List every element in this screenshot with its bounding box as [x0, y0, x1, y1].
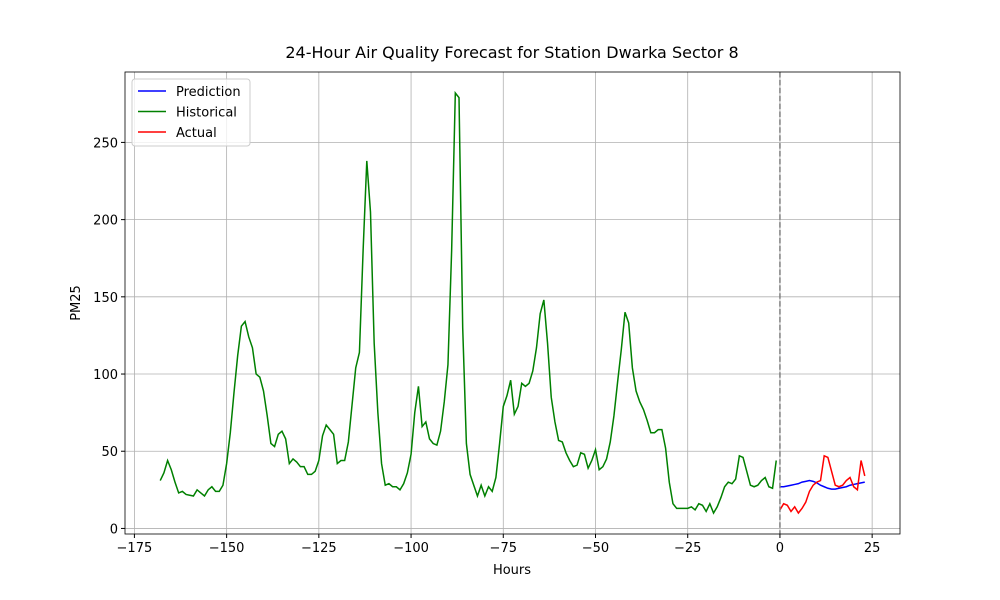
legend: Prediction Historical Actual — [131, 78, 251, 147]
series-line — [779, 479, 865, 490]
x-tick-label: 0 — [776, 541, 784, 556]
y-tick-label: 50 — [101, 445, 118, 460]
x-tick-label: −150 — [209, 541, 245, 556]
chart-title: 24-Hour Air Quality Forecast for Station… — [285, 43, 738, 62]
y-tick-label: 200 — [93, 214, 118, 229]
y-tick-label: 100 — [93, 368, 118, 383]
x-tick-label: −75 — [490, 541, 517, 556]
series-line — [159, 90, 777, 515]
series-line — [779, 454, 866, 515]
legend-label: Actual — [176, 126, 217, 141]
x-tick-label: −175 — [117, 541, 153, 556]
x-tick-label: −25 — [674, 541, 701, 556]
y-axis-label: PM25 — [69, 285, 84, 321]
axes-frame — [124, 71, 901, 535]
legend-label: Prediction — [176, 85, 241, 100]
x-tick-label: 25 — [864, 541, 881, 556]
legend-label: Historical — [176, 106, 237, 121]
y-tick-label: 150 — [93, 291, 118, 306]
x-tick-label: −125 — [301, 541, 337, 556]
x-tick-label: −50 — [582, 541, 609, 556]
y-tick-label: 0 — [110, 522, 118, 537]
legend-box — [131, 78, 251, 147]
x-tick-label: −100 — [393, 541, 429, 556]
y-tick-label: 250 — [93, 136, 118, 151]
x-axis-label: Hours — [493, 563, 531, 578]
